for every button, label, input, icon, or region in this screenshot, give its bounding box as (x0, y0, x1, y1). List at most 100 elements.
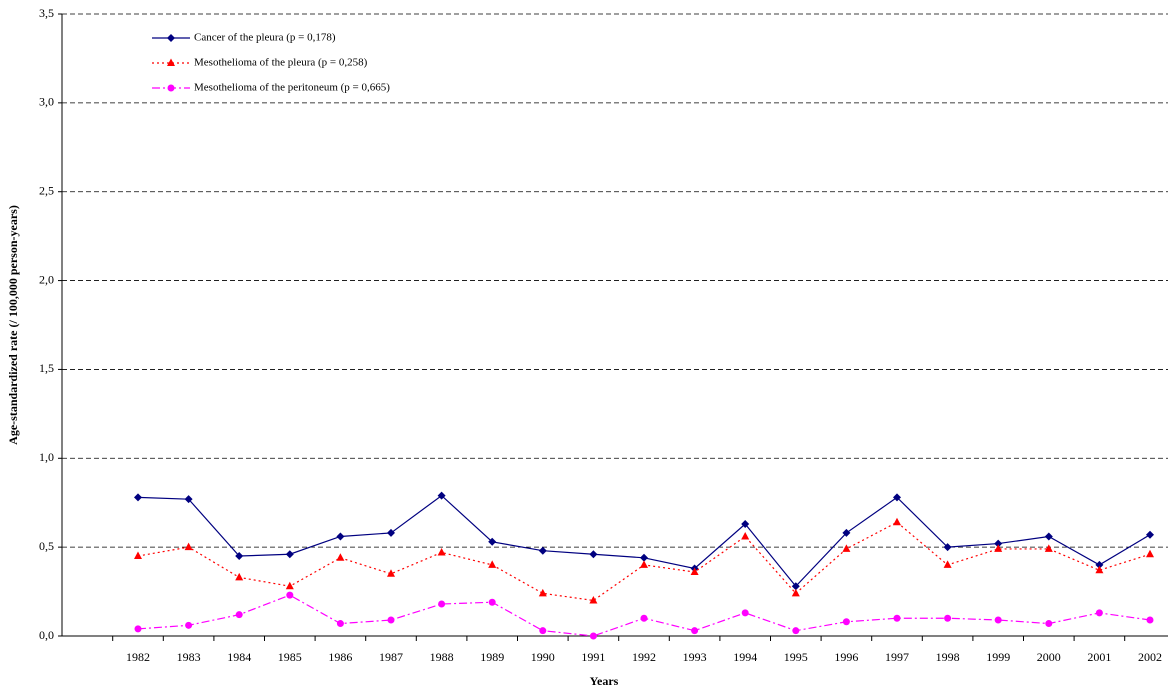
marker (994, 544, 1003, 552)
marker (286, 591, 294, 599)
marker (134, 551, 142, 560)
marker (387, 616, 395, 624)
x-tick-label: 1989 (480, 650, 504, 664)
marker (842, 618, 850, 626)
marker (1146, 616, 1154, 624)
x-tick-label: 1990 (531, 650, 555, 664)
x-tick-label: 2000 (1037, 650, 1061, 664)
marker (438, 600, 446, 608)
marker (134, 625, 142, 633)
y-tick-label: 3,5 (39, 6, 54, 20)
x-tick-label: 1991 (581, 650, 605, 664)
marker (792, 627, 800, 635)
x-tick-label: 1985 (278, 650, 302, 664)
marker (741, 609, 749, 617)
marker (285, 581, 294, 590)
marker (690, 567, 699, 576)
marker (539, 627, 547, 635)
marker (437, 491, 446, 500)
marker (791, 588, 800, 597)
marker (437, 547, 446, 556)
marker (235, 552, 244, 561)
marker (184, 542, 193, 551)
x-tick-label: 1994 (733, 650, 757, 664)
marker (336, 553, 345, 561)
marker (1044, 532, 1053, 541)
x-tick-label: 1998 (936, 650, 960, 664)
marker (893, 493, 901, 502)
marker (691, 627, 699, 635)
marker (589, 550, 598, 559)
x-tick-label: 1996 (834, 650, 858, 664)
marker (185, 621, 193, 629)
marker (1095, 565, 1104, 574)
x-tick-label: 1983 (177, 650, 201, 664)
x-tick-label: 2001 (1087, 650, 1111, 664)
legend-label: Mesothelioma of the pleura (p = 0,258) (194, 57, 368, 69)
marker (741, 520, 750, 529)
marker (1095, 609, 1103, 617)
x-tick-label: 1992 (632, 650, 656, 664)
x-axis-label: Years (590, 674, 619, 688)
y-tick-label: 2,0 (39, 272, 54, 286)
marker (640, 614, 648, 622)
marker (640, 553, 648, 562)
marker (488, 560, 497, 568)
marker (387, 528, 395, 537)
x-tick-label: 1997 (885, 650, 909, 664)
marker (235, 611, 243, 619)
marker (538, 546, 547, 555)
marker (741, 531, 750, 540)
marker (336, 532, 345, 541)
marker (1146, 530, 1154, 539)
marker (893, 517, 901, 526)
y-tick-label: 0,5 (39, 539, 54, 553)
legend-label: Mesothelioma of the peritoneum (p = 0,66… (194, 82, 390, 94)
marker (167, 34, 175, 42)
y-tick-label: 1,5 (39, 361, 54, 375)
marker (488, 537, 497, 546)
marker (1146, 549, 1154, 558)
marker (943, 543, 952, 552)
x-tick-label: 1984 (227, 650, 251, 664)
marker (488, 598, 496, 606)
x-tick-label: 1988 (430, 650, 454, 664)
x-tick-label: 1986 (328, 650, 352, 664)
y-tick-label: 3,0 (39, 95, 54, 109)
marker (538, 588, 547, 597)
marker (134, 493, 142, 502)
marker (842, 544, 851, 552)
marker (1044, 544, 1053, 552)
marker (336, 620, 344, 628)
y-axis-label: Age-standardized rate (/ 100,000 person-… (6, 205, 20, 445)
marker (387, 569, 395, 577)
x-tick-label: 2002 (1138, 650, 1162, 664)
marker (1045, 620, 1053, 628)
marker (285, 550, 294, 559)
marker (994, 539, 1003, 548)
x-tick-label: 1995 (784, 650, 808, 664)
marker (167, 58, 175, 66)
marker (235, 572, 244, 581)
legend-label: Cancer of the pleura (p = 0,178) (194, 32, 336, 44)
marker (167, 84, 175, 92)
marker (943, 560, 952, 568)
marker (791, 582, 800, 591)
marker (640, 560, 648, 568)
marker (893, 614, 901, 622)
marker (1095, 560, 1104, 569)
marker (184, 495, 193, 504)
marker (589, 632, 597, 640)
y-tick-label: 1,0 (39, 450, 54, 464)
marker (842, 528, 851, 537)
marker (944, 614, 952, 622)
y-tick-label: 2,5 (39, 183, 54, 197)
marker (994, 616, 1002, 624)
x-tick-label: 1987 (379, 650, 403, 664)
y-tick-label: 0,0 (39, 628, 54, 642)
x-tick-label: 1999 (986, 650, 1010, 664)
x-tick-label: 1982 (126, 650, 150, 664)
x-tick-label: 1993 (683, 650, 707, 664)
marker (589, 595, 598, 604)
